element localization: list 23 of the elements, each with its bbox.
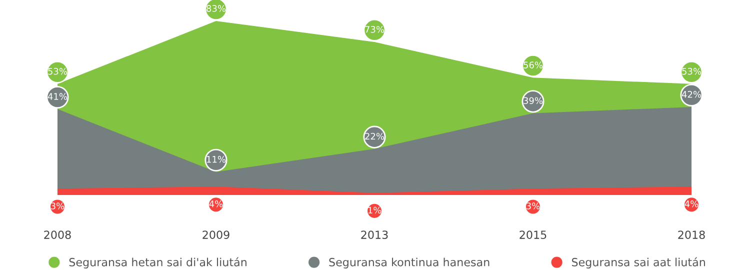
data-label: 53% bbox=[682, 68, 702, 75]
x-tick-label: 2013 bbox=[361, 230, 388, 239]
x-tick-label: 2015 bbox=[520, 230, 546, 239]
data-label: 11% bbox=[206, 156, 226, 163]
x-tick-label: 2018 bbox=[678, 230, 705, 239]
data-label: 3% bbox=[526, 202, 540, 210]
data-label: 1% bbox=[368, 206, 382, 214]
legend-label: Seguransa kontinua hanesan bbox=[329, 258, 490, 268]
legend-label: Seguransa hetan sai di'ak liután bbox=[69, 257, 246, 268]
data-label: 4% bbox=[209, 200, 223, 208]
data-label: 83% bbox=[206, 5, 226, 12]
data-label: 22% bbox=[365, 132, 384, 140]
legend-label: Seguransa sai aat liután bbox=[572, 257, 705, 268]
data-label: 73% bbox=[365, 26, 384, 33]
data-label: 41% bbox=[48, 93, 68, 100]
data-label: 42% bbox=[682, 90, 702, 98]
data-label: 3% bbox=[51, 202, 64, 210]
data-label: 39% bbox=[524, 97, 543, 104]
data-label: 56% bbox=[524, 62, 543, 68]
x-tick-label: 2008 bbox=[44, 230, 71, 239]
data-label: 4% bbox=[684, 200, 698, 208]
x-tick-label: 2009 bbox=[202, 230, 230, 239]
data-label: 53% bbox=[48, 68, 68, 75]
